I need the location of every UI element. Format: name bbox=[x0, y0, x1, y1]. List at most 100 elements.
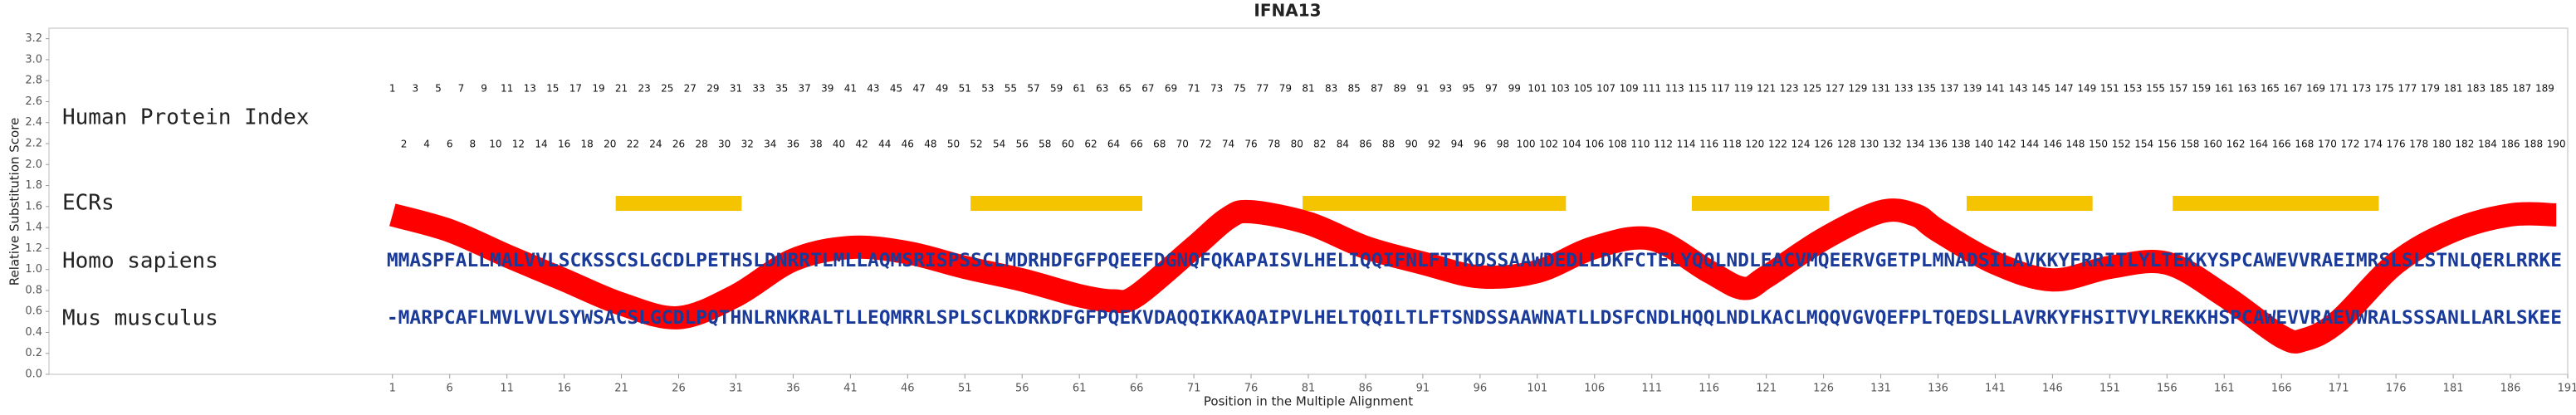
index-number: 136 bbox=[1928, 139, 1948, 150]
index-number: 68 bbox=[1153, 139, 1166, 150]
x-tick-label: 126 bbox=[1813, 383, 1834, 395]
x-tick-label: 81 bbox=[1302, 383, 1316, 395]
ecr-bar bbox=[1691, 196, 1830, 211]
index-number: 51 bbox=[959, 83, 971, 95]
y-tick-label: 3.2 bbox=[25, 32, 42, 45]
index-number: 177 bbox=[2398, 83, 2417, 95]
index-number: 26 bbox=[672, 139, 685, 150]
index-number: 24 bbox=[649, 139, 662, 150]
index-number: 75 bbox=[1234, 83, 1246, 95]
index-number: 150 bbox=[2089, 139, 2108, 150]
x-tick-label: 136 bbox=[1928, 383, 1948, 395]
x-tick-label: 36 bbox=[786, 383, 800, 395]
index-number: 187 bbox=[2512, 83, 2531, 95]
index-number: 117 bbox=[1711, 83, 1730, 95]
index-number: 39 bbox=[821, 83, 833, 95]
y-tick-label: 2.0 bbox=[25, 159, 42, 171]
index-number: 154 bbox=[2134, 139, 2153, 150]
x-tick-label: 56 bbox=[1015, 383, 1029, 395]
index-number: 185 bbox=[2490, 83, 2509, 95]
index-number: 131 bbox=[1871, 83, 1890, 95]
index-number: 184 bbox=[2478, 139, 2497, 150]
index-number: 83 bbox=[1325, 83, 1337, 95]
index-number: 76 bbox=[1244, 139, 1257, 150]
x-tick-label: 91 bbox=[1416, 383, 1430, 395]
index-number: 90 bbox=[1405, 139, 1417, 150]
index-number: 62 bbox=[1084, 139, 1097, 150]
x-tick-label: 121 bbox=[1756, 383, 1777, 395]
index-number: 149 bbox=[2077, 83, 2096, 95]
x-tick-label: 171 bbox=[2329, 383, 2349, 395]
index-number: 130 bbox=[1860, 139, 1879, 150]
index-number: 146 bbox=[2043, 139, 2062, 150]
index-number: 172 bbox=[2341, 139, 2360, 150]
index-number: 155 bbox=[2146, 83, 2165, 95]
x-axis-label: Position in the Multiple Alignment bbox=[1204, 394, 1413, 409]
x-tick-label: 76 bbox=[1244, 383, 1259, 395]
index-number: 4 bbox=[423, 139, 430, 150]
index-number: 37 bbox=[799, 83, 811, 95]
index-number: 55 bbox=[1004, 83, 1017, 95]
index-number: 107 bbox=[1596, 83, 1615, 95]
x-tick-label: 146 bbox=[2042, 383, 2063, 395]
index-number: 162 bbox=[2227, 139, 2246, 150]
index-number: 86 bbox=[1359, 139, 1371, 150]
index-number: 152 bbox=[2112, 139, 2131, 150]
index-number: 19 bbox=[592, 83, 604, 95]
index-number: 54 bbox=[993, 139, 1005, 150]
index-number: 161 bbox=[2215, 83, 2234, 95]
y-tick-label: 2.2 bbox=[25, 138, 42, 150]
ecr-bar bbox=[615, 196, 742, 211]
index-number: 25 bbox=[661, 83, 673, 95]
x-tick-label: 1 bbox=[389, 383, 396, 395]
index-number: 118 bbox=[1723, 139, 1742, 150]
x-tick-label: 26 bbox=[672, 383, 686, 395]
index-number: 139 bbox=[1963, 83, 1982, 95]
index-number: 145 bbox=[2031, 83, 2051, 95]
index-number: 93 bbox=[1440, 83, 1452, 95]
index-number: 144 bbox=[2020, 139, 2039, 150]
index-number: 18 bbox=[581, 139, 594, 150]
y-tick-label: 0.8 bbox=[25, 284, 42, 296]
index-number: 84 bbox=[1337, 139, 1349, 150]
index-number: 176 bbox=[2387, 139, 2406, 150]
index-number: 116 bbox=[1699, 139, 1718, 150]
x-tick-label: 31 bbox=[729, 383, 743, 395]
index-number: 12 bbox=[512, 139, 525, 150]
y-tick-label: 0.6 bbox=[25, 305, 42, 318]
index-number: 52 bbox=[970, 139, 982, 150]
index-number: 102 bbox=[1539, 139, 1558, 150]
index-number: 3 bbox=[412, 83, 418, 95]
x-tick-label: 51 bbox=[958, 383, 972, 395]
index-number: 174 bbox=[2363, 139, 2383, 150]
index-number: 59 bbox=[1050, 83, 1063, 95]
index-number: 50 bbox=[947, 139, 960, 150]
index-number: 64 bbox=[1107, 139, 1120, 150]
index-number: 128 bbox=[1837, 139, 1856, 150]
index-number: 63 bbox=[1096, 83, 1108, 95]
index-number: 127 bbox=[1826, 83, 1845, 95]
index-number: 30 bbox=[718, 139, 731, 150]
index-number: 182 bbox=[2455, 139, 2474, 150]
index-number: 13 bbox=[524, 83, 536, 95]
x-tick-label: 156 bbox=[2157, 383, 2178, 395]
index-number: 108 bbox=[1608, 139, 1627, 150]
index-number: 175 bbox=[2375, 83, 2394, 95]
index-number: 65 bbox=[1119, 83, 1132, 95]
index-number: 45 bbox=[890, 83, 902, 95]
index-number: 14 bbox=[535, 139, 547, 150]
index-number: 180 bbox=[2432, 139, 2451, 150]
index-number: 168 bbox=[2295, 139, 2314, 150]
x-tick-label: 71 bbox=[1187, 383, 1201, 395]
index-number: 35 bbox=[775, 83, 788, 95]
index-number: 44 bbox=[878, 139, 891, 150]
index-number: 70 bbox=[1176, 139, 1189, 150]
index-number: 121 bbox=[1757, 83, 1776, 95]
index-number: 112 bbox=[1654, 139, 1673, 150]
index-number: 5 bbox=[435, 83, 442, 95]
index-number: 8 bbox=[469, 139, 476, 150]
index-number: 133 bbox=[1894, 83, 1914, 95]
index-number: 96 bbox=[1474, 139, 1486, 150]
index-number: 135 bbox=[1917, 83, 1936, 95]
